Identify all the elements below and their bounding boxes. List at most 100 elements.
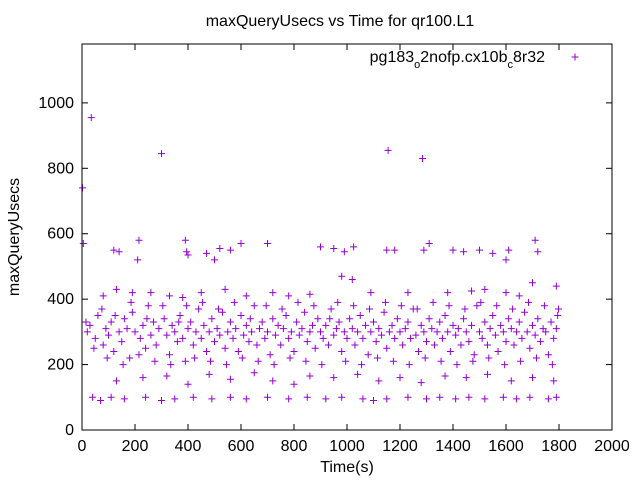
data-point: [548, 361, 556, 369]
data-point: [529, 321, 536, 329]
data-point: [287, 328, 295, 336]
data-point: [303, 338, 311, 346]
data-point: [529, 374, 536, 382]
data-point: [99, 341, 107, 349]
data-point: [171, 395, 179, 403]
data-point: [330, 374, 338, 382]
data-point: [152, 341, 160, 349]
data-point: [277, 341, 285, 349]
data-point: [486, 325, 494, 333]
data-point: [446, 347, 454, 355]
data-point: [340, 248, 348, 256]
data-point: [334, 298, 342, 306]
data-point: [226, 375, 234, 383]
data-point: [293, 318, 301, 326]
data-point: [290, 347, 298, 355]
data-point: [242, 395, 250, 403]
data-point: [94, 312, 102, 320]
data-point: [375, 377, 383, 385]
data-point: [118, 338, 126, 346]
data-point: [226, 318, 234, 326]
data-point: [279, 325, 287, 333]
data-point: [264, 393, 271, 401]
data-point: [83, 328, 91, 336]
data-point: [205, 328, 213, 336]
data-point: [142, 344, 150, 352]
data-point: [183, 302, 191, 310]
data-point: [173, 338, 181, 346]
data-point: [384, 146, 392, 154]
data-point: [362, 321, 370, 329]
data-point: [425, 240, 433, 248]
data-point: [278, 305, 286, 313]
data-point: [112, 377, 120, 385]
data-point: [207, 357, 215, 365]
data-point: [481, 395, 489, 403]
data-point: [167, 361, 175, 369]
data-point: [158, 397, 165, 405]
data-point: [318, 361, 326, 369]
data-point: [370, 318, 377, 326]
data-point: [554, 305, 562, 313]
data-point: [465, 338, 473, 346]
data-point: [531, 236, 539, 244]
data-point: [303, 393, 311, 401]
data-point: [542, 328, 550, 336]
data-point: [529, 279, 536, 287]
data-point: [332, 325, 340, 333]
data-point: [222, 361, 230, 369]
data-point: [211, 256, 218, 264]
data-point: [489, 249, 497, 257]
data-point: [184, 380, 192, 388]
legend-subscript: c: [507, 59, 513, 71]
data-point: [441, 372, 449, 380]
data-point: [350, 302, 358, 310]
data-point: [290, 380, 298, 388]
data-point: [163, 331, 171, 339]
data-point: [481, 285, 489, 293]
data-point: [91, 334, 99, 342]
legend-subscript: o: [414, 59, 420, 71]
data-point: [264, 240, 271, 248]
data-point: [509, 305, 517, 313]
data-point: [383, 246, 391, 254]
data-point: [373, 354, 381, 362]
data-point: [237, 240, 245, 248]
data-point: [550, 377, 558, 385]
data-point: [380, 308, 388, 316]
data-point: [139, 321, 147, 329]
data-point: [159, 302, 167, 310]
data-point: [262, 302, 270, 310]
data-point: [184, 251, 192, 259]
data-point: [383, 344, 391, 352]
data-point: [342, 357, 350, 365]
data-point: [269, 377, 277, 385]
data-point: [525, 298, 533, 306]
data-point: [552, 325, 560, 333]
data-point: [179, 334, 187, 342]
data-point: [330, 331, 338, 339]
x-tick-label: 200: [122, 438, 149, 455]
data-point: [534, 248, 542, 256]
data-point: [396, 328, 404, 336]
data-point: [208, 315, 216, 323]
data-point: [485, 354, 493, 362]
data-point: [393, 315, 401, 323]
data-point: [391, 246, 399, 254]
data-point: [445, 302, 453, 310]
data-point: [423, 395, 430, 403]
data-point: [547, 318, 555, 326]
data-point: [381, 298, 389, 306]
data-point: [554, 312, 562, 320]
data-point: [358, 361, 366, 369]
y-tick-label: 800: [47, 160, 74, 177]
data-point: [110, 347, 118, 355]
data-point: [359, 334, 367, 342]
data-point: [119, 361, 127, 369]
chart-title: maxQueryUsecs vs Time for qr100.L1: [206, 13, 475, 30]
data-point: [326, 315, 334, 323]
data-point: [282, 312, 290, 320]
data-point: [179, 294, 187, 302]
data-point: [160, 315, 168, 323]
